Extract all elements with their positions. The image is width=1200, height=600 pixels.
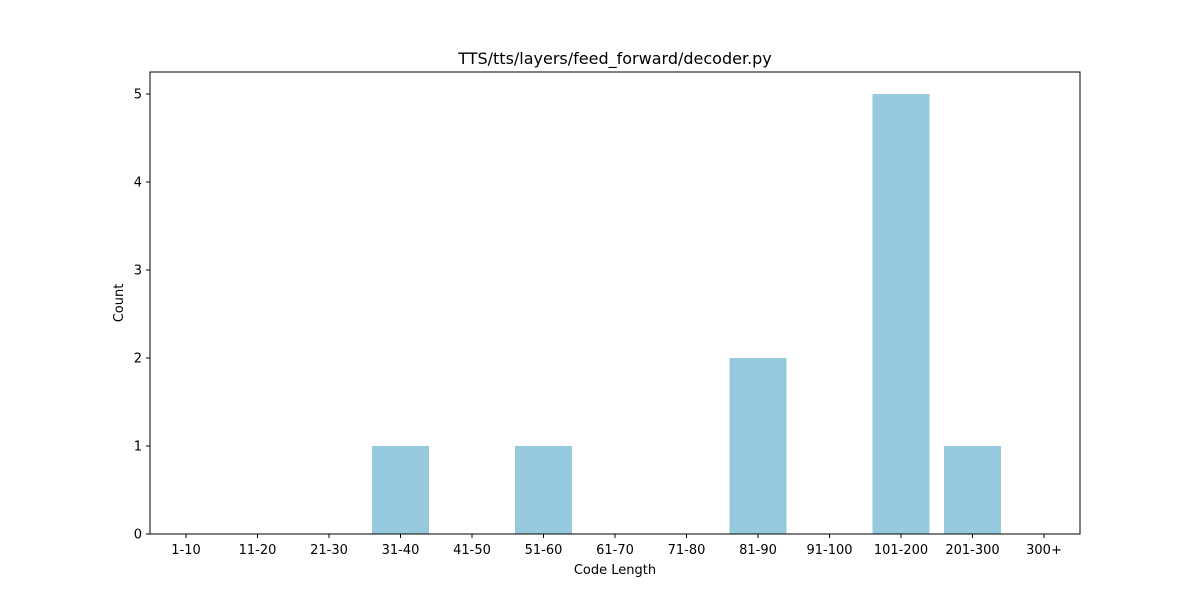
x-tick-label: 31-40 xyxy=(382,543,420,558)
y-tick-label: 1 xyxy=(134,440,142,455)
x-tick-label: 21-30 xyxy=(310,543,348,558)
bar-101-200 xyxy=(872,94,930,534)
x-axis-label: Code Length xyxy=(574,563,656,578)
y-tick-label: 0 xyxy=(134,528,142,543)
x-tick-label: 41-50 xyxy=(453,543,491,558)
y-axis-ticks: 0 1 2 3 4 5 xyxy=(134,88,150,543)
x-tick-label: 101-200 xyxy=(874,543,928,558)
chart-title: TTS/tts/layers/feed_forward/decoder.py xyxy=(457,49,772,69)
x-tick-label: 1-10 xyxy=(171,543,201,558)
bar-81-90 xyxy=(729,358,787,534)
bars-group xyxy=(372,94,1001,534)
y-axis-label: Count xyxy=(112,284,127,323)
x-tick-label: 71-80 xyxy=(668,543,706,558)
x-tick-label: 11-20 xyxy=(239,543,277,558)
plot-frame xyxy=(149,71,1081,535)
y-tick-label: 5 xyxy=(134,88,142,103)
x-tick-label: 81-90 xyxy=(739,543,777,558)
x-tick-label: 61-70 xyxy=(596,543,634,558)
x-tick-label: 300+ xyxy=(1026,543,1062,558)
x-tick-label: 201-300 xyxy=(945,543,999,558)
x-tick-label: 91-100 xyxy=(806,543,852,558)
y-tick-label: 2 xyxy=(134,352,142,367)
y-tick-label: 3 xyxy=(134,264,142,279)
x-tick-label: 51-60 xyxy=(525,543,563,558)
bar-201-300 xyxy=(944,446,1001,534)
bar-31-40 xyxy=(372,446,429,534)
x-axis-ticks: 1-10 11-20 21-30 31-40 41-50 51-60 61-70 71-80 8… xyxy=(171,534,1062,558)
bar-51-60 xyxy=(515,446,572,534)
y-tick-label: 4 xyxy=(134,176,142,191)
